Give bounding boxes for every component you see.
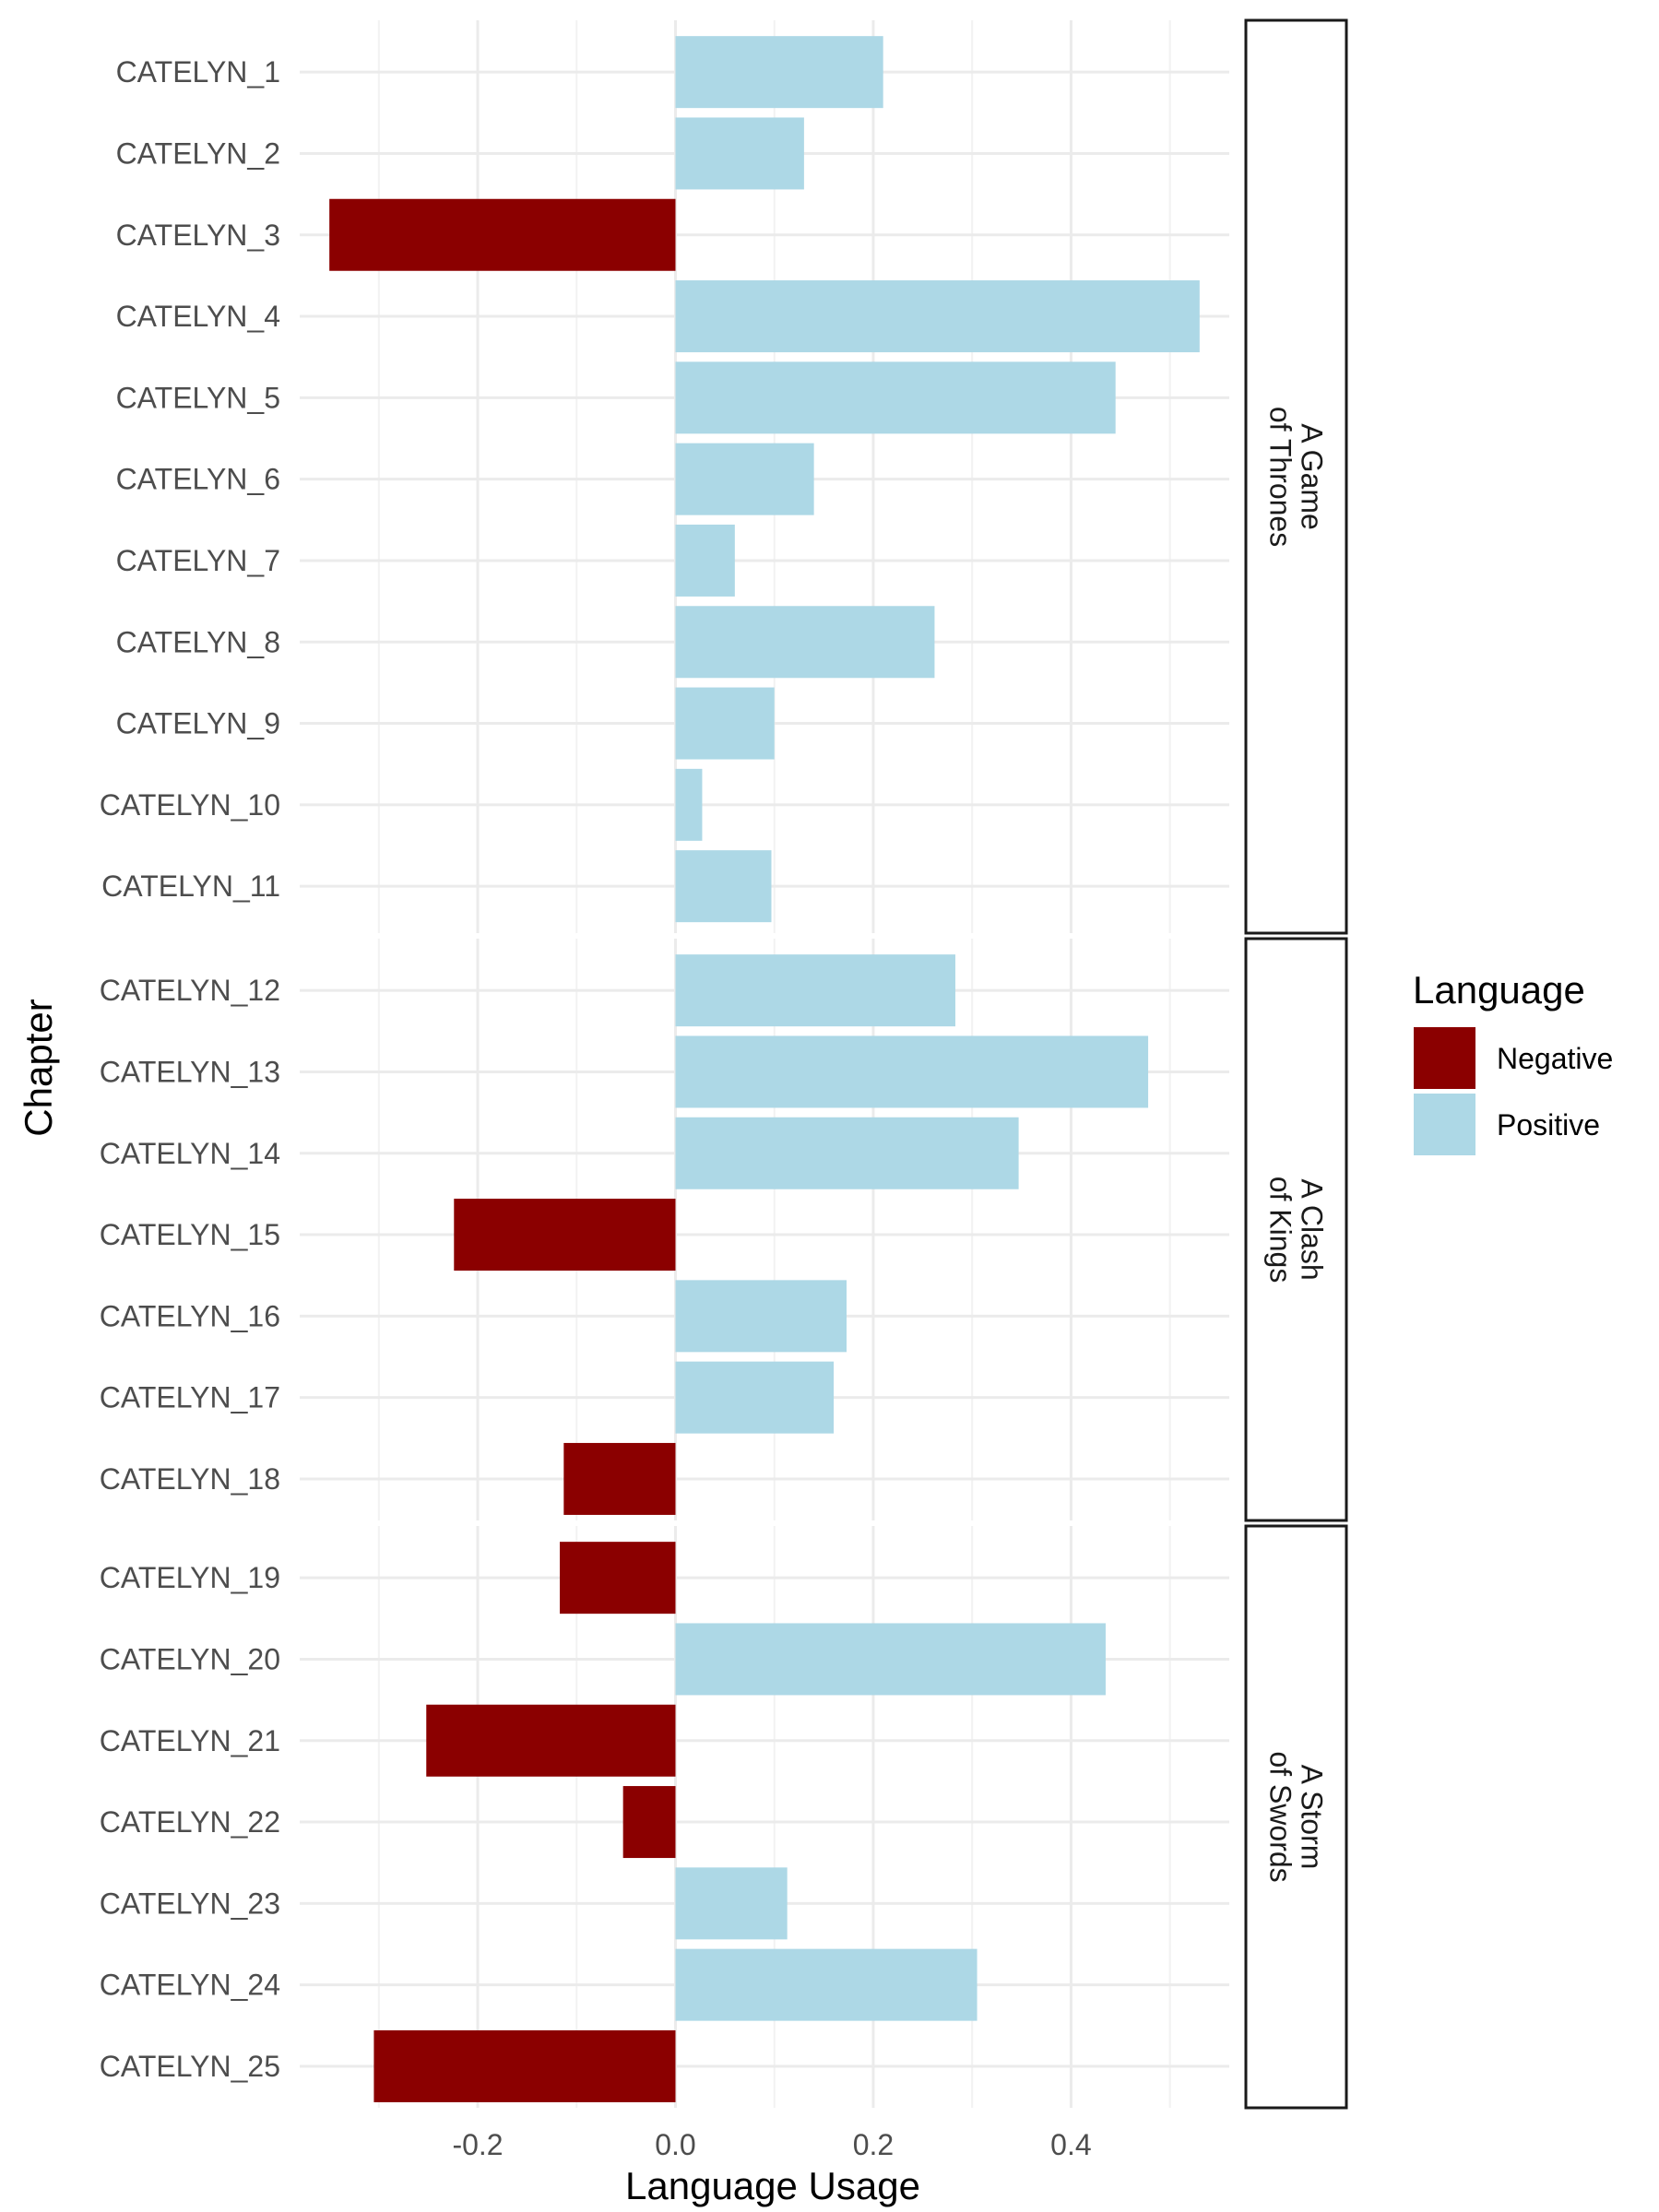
bar-catelyn-7 bbox=[675, 524, 735, 597]
bar-catelyn-16 bbox=[675, 1280, 847, 1353]
bar-catelyn-17 bbox=[675, 1361, 835, 1434]
bar-catelyn-22 bbox=[622, 1786, 676, 1859]
bar-catelyn-14 bbox=[675, 1117, 1019, 1189]
bar-catelyn-21 bbox=[426, 1704, 676, 1777]
y-tick-label: CATELYN_19 bbox=[100, 1561, 280, 1594]
y-tick-label: CATELYN_6 bbox=[116, 463, 280, 496]
bar-catelyn-24 bbox=[675, 1948, 978, 2021]
bar-catelyn-8 bbox=[675, 606, 935, 679]
facet-strip bbox=[1244, 18, 1348, 935]
y-axis-title: Chapter bbox=[17, 999, 60, 1136]
y-tick-label: CATELYN_10 bbox=[100, 788, 280, 822]
facet-strip bbox=[1244, 937, 1348, 1522]
bar-catelyn-12 bbox=[675, 954, 955, 1027]
y-tick-label: CATELYN_25 bbox=[100, 2050, 280, 2083]
legend-title: Language bbox=[1413, 968, 1585, 1011]
bar-catelyn-5 bbox=[675, 361, 1116, 434]
bar-catelyn-2 bbox=[675, 117, 804, 190]
legend-key-negative bbox=[1414, 1027, 1475, 1089]
bar-catelyn-19 bbox=[560, 1542, 676, 1615]
y-tick-label: CATELYN_11 bbox=[101, 869, 280, 903]
y-tick-labels: CATELYN_1 CATELYN_2 CATELYN_3 CATELYN_4 CATE… bbox=[100, 55, 280, 2083]
y-tick-label: CATELYN_12 bbox=[100, 974, 280, 1007]
y-tick-label: CATELYN_15 bbox=[100, 1218, 280, 1251]
bar-catelyn-20 bbox=[675, 1623, 1106, 1696]
bar-catelyn-13 bbox=[675, 1035, 1149, 1108]
bar-catelyn-25 bbox=[373, 2029, 676, 2102]
x-tick-label: 0.0 bbox=[655, 2128, 695, 2161]
x-tick-label: 0.2 bbox=[853, 2128, 894, 2161]
x-tick-label: 0.4 bbox=[1050, 2128, 1091, 2161]
y-tick-label: CATELYN_14 bbox=[100, 1137, 280, 1170]
y-tick-label: CATELYN_3 bbox=[116, 219, 280, 252]
legend: Language Negative Positive bbox=[1413, 968, 1613, 1155]
x-axis-title: Language Usage bbox=[625, 2164, 920, 2207]
x-tick-labels: -0.2 0.0 0.2 0.4 bbox=[452, 2128, 1091, 2161]
x-tick-label: -0.2 bbox=[452, 2128, 503, 2161]
bar-catelyn-9 bbox=[675, 687, 775, 760]
bar-catelyn-18 bbox=[563, 1442, 676, 1515]
facet-strips: A Gameof Thrones A Clashof Kings A Stormof… bbox=[1244, 18, 1348, 2110]
bars bbox=[329, 36, 1200, 2102]
y-tick-label: CATELYN_5 bbox=[116, 381, 280, 414]
y-tick-label: CATELYN_21 bbox=[100, 1724, 280, 1757]
y-tick-label: CATELYN_20 bbox=[100, 1642, 280, 1675]
y-tick-label: CATELYN_7 bbox=[116, 544, 280, 577]
facet-strip bbox=[1244, 1524, 1348, 2110]
facet-strip-label: A Clashof Kings bbox=[1264, 1177, 1329, 1283]
legend-key-positive bbox=[1414, 1094, 1475, 1155]
legend-label-positive: Positive bbox=[1497, 1108, 1600, 1141]
bar-catelyn-4 bbox=[675, 280, 1200, 353]
y-tick-label: CATELYN_24 bbox=[100, 1969, 280, 2002]
facet-strip-label: A Gameof Thrones bbox=[1264, 407, 1329, 547]
bar-catelyn-23 bbox=[675, 1867, 788, 1940]
bar-catelyn-10 bbox=[675, 768, 703, 841]
bar-catelyn-11 bbox=[675, 850, 772, 923]
y-tick-label: CATELYN_4 bbox=[116, 300, 280, 333]
bar-catelyn-15 bbox=[454, 1199, 676, 1272]
y-tick-label: CATELYN_23 bbox=[100, 1887, 280, 1920]
y-tick-label: CATELYN_13 bbox=[100, 1055, 280, 1088]
bar-catelyn-3 bbox=[329, 198, 676, 271]
bar-catelyn-1 bbox=[675, 36, 883, 109]
facet-strip-label: A Stormof Swords bbox=[1264, 1751, 1329, 1882]
y-tick-label: CATELYN_9 bbox=[116, 707, 280, 740]
y-tick-label: CATELYN_18 bbox=[100, 1462, 280, 1496]
y-tick-label: CATELYN_22 bbox=[100, 1805, 280, 1839]
y-tick-label: CATELYN_2 bbox=[116, 136, 280, 170]
bar-catelyn-6 bbox=[675, 443, 814, 515]
y-tick-label: CATELYN_17 bbox=[100, 1381, 280, 1414]
y-tick-label: CATELYN_8 bbox=[116, 625, 280, 658]
y-tick-label: CATELYN_1 bbox=[116, 55, 280, 89]
y-tick-label: CATELYN_16 bbox=[100, 1299, 280, 1332]
legend-label-negative: Negative bbox=[1497, 1042, 1613, 1075]
